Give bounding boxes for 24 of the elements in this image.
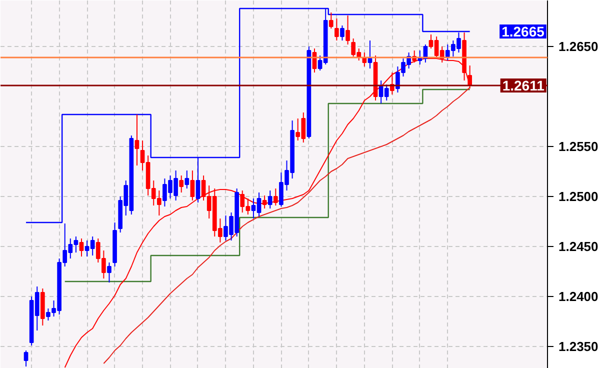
candlestick — [79, 238, 84, 257]
candlestick — [334, 18, 339, 41]
candlestick — [268, 190, 272, 209]
text: 1.2665 — [502, 24, 545, 40]
candlestick — [24, 350, 28, 367]
y-tick-label: 1.2350 — [558, 339, 598, 354]
y-tick-label: 1.2550 — [558, 139, 598, 154]
candlestick — [179, 175, 184, 193]
candlestick — [328, 12, 334, 29]
candlestick — [107, 262, 112, 283]
line-series — [103, 87, 470, 364]
candlestick — [190, 170, 195, 201]
y-tick-label: 1.2650 — [558, 39, 598, 54]
candlestick — [184, 170, 190, 189]
candlestick — [134, 114, 140, 166]
y-tick-label: 1.2450 — [558, 239, 598, 254]
candlestick — [274, 188, 278, 206]
y-tick-label: 1.2400 — [558, 289, 598, 304]
candlestick — [340, 25, 344, 41]
candlestick — [196, 157, 200, 203]
candlestick — [262, 195, 267, 209]
y-tick-label: 1.2500 — [558, 189, 598, 204]
ref-line-label: 1.2611 — [502, 78, 545, 94]
candlestick — [346, 15, 350, 45]
